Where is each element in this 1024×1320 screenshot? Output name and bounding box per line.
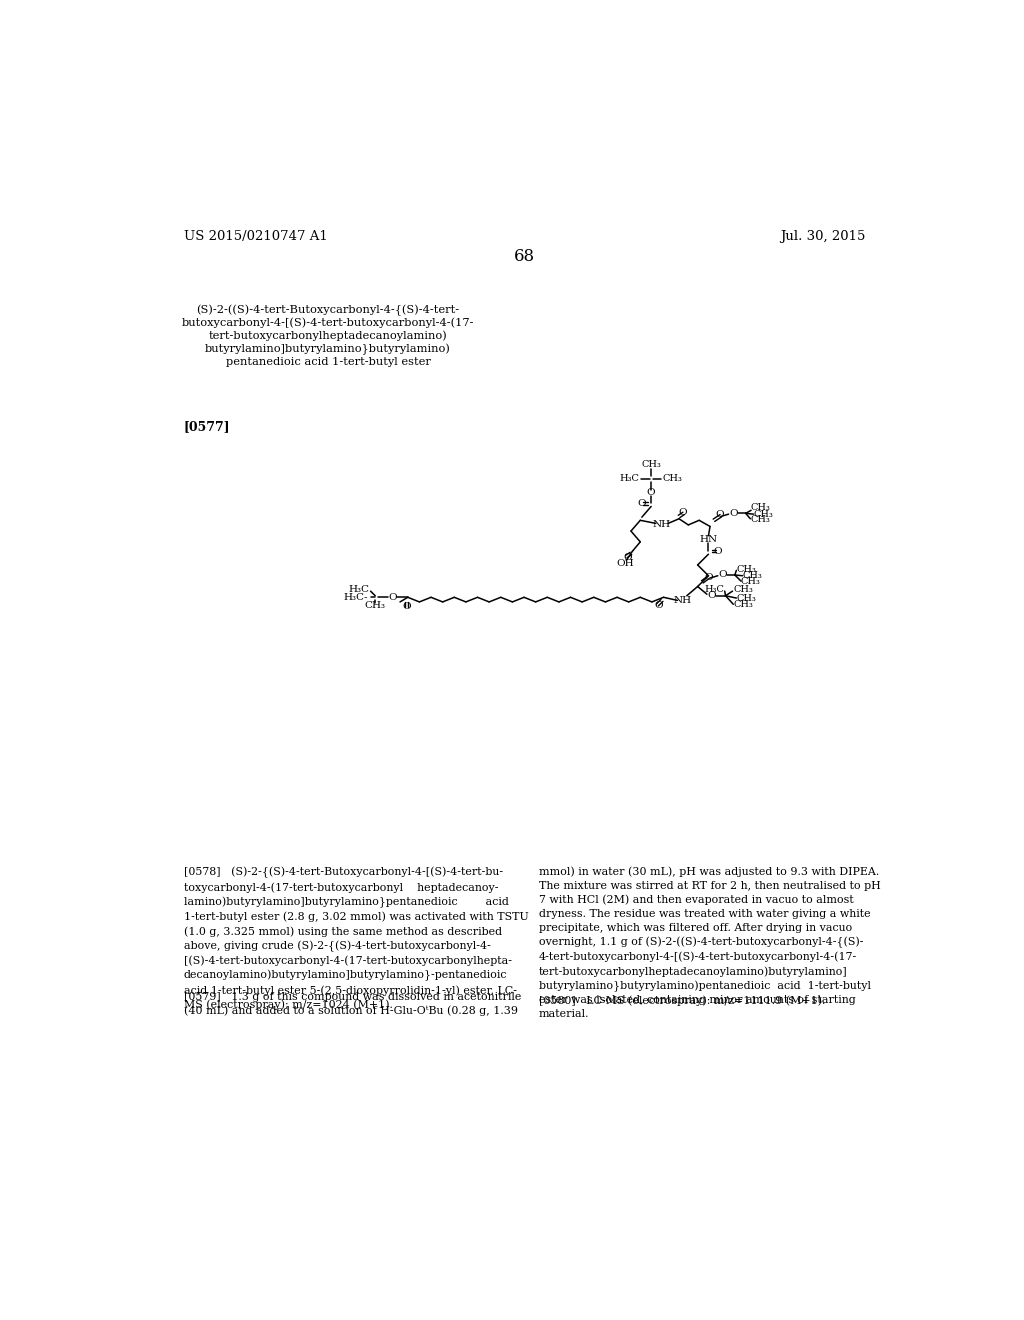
Text: O: O bbox=[638, 499, 646, 508]
Text: O: O bbox=[718, 570, 727, 579]
Text: CH₃: CH₃ bbox=[742, 572, 763, 581]
Text: OH: OH bbox=[616, 558, 634, 568]
Text: CH₃: CH₃ bbox=[740, 577, 760, 586]
Text: CH₃: CH₃ bbox=[365, 601, 386, 610]
Text: tert-butoxycarbonylheptadecanoylamino): tert-butoxycarbonylheptadecanoylamino) bbox=[209, 331, 447, 342]
Text: [0579]   1.3 g of this compound was dissolved in acetonitrile
(40 mL) and added : [0579] 1.3 g of this compound was dissol… bbox=[183, 991, 521, 1016]
Text: CH₃: CH₃ bbox=[733, 599, 753, 609]
Text: H₃C: H₃C bbox=[620, 474, 640, 483]
Text: O: O bbox=[729, 510, 737, 517]
Text: CH₃: CH₃ bbox=[736, 594, 757, 602]
Text: CH₃: CH₃ bbox=[663, 474, 683, 483]
Text: mmol) in water (30 mL), pH was adjusted to 9.3 with DIPEA.
The mixture was stirr: mmol) in water (30 mL), pH was adjusted … bbox=[539, 867, 881, 1019]
Text: butoxycarbonyl-4-[(S)-4-tert-butoxycarbonyl-4-(17-: butoxycarbonyl-4-[(S)-4-tert-butoxycarbo… bbox=[181, 318, 474, 329]
Text: [0577]: [0577] bbox=[183, 420, 230, 433]
Text: NH: NH bbox=[673, 595, 691, 605]
Text: CH₃: CH₃ bbox=[733, 585, 753, 594]
Text: O: O bbox=[714, 546, 722, 556]
Text: O: O bbox=[708, 591, 716, 601]
Text: H₃C-: H₃C- bbox=[343, 593, 368, 602]
Text: H₃C: H₃C bbox=[348, 585, 369, 594]
Text: HN: HN bbox=[699, 535, 718, 544]
Text: Jul. 30, 2015: Jul. 30, 2015 bbox=[780, 230, 866, 243]
Text: O: O bbox=[401, 602, 411, 611]
Text: [0580]   LC-MS (electrospray): m/z=1111.9 (M+1).: [0580] LC-MS (electrospray): m/z=1111.9 … bbox=[539, 995, 825, 1006]
Text: O: O bbox=[647, 488, 655, 498]
Text: O: O bbox=[624, 553, 632, 562]
Text: CH₃: CH₃ bbox=[754, 510, 773, 519]
Text: 68: 68 bbox=[514, 248, 536, 265]
Text: O: O bbox=[705, 573, 713, 582]
Text: O: O bbox=[388, 593, 396, 602]
Text: O: O bbox=[679, 508, 687, 517]
Text: (S)-2-((S)-4-tert-Butoxycarbonyl-4-{(S)-4-tert-: (S)-2-((S)-4-tert-Butoxycarbonyl-4-{(S)-… bbox=[197, 305, 460, 315]
Text: H₃C: H₃C bbox=[705, 585, 724, 594]
Text: CH₃: CH₃ bbox=[641, 461, 662, 470]
Text: CH₃: CH₃ bbox=[751, 515, 770, 524]
Text: pentanedioic acid 1-tert-butyl ester: pentanedioic acid 1-tert-butyl ester bbox=[225, 358, 430, 367]
Text: NH: NH bbox=[652, 520, 671, 528]
Text: O: O bbox=[654, 601, 664, 610]
Text: US 2015/0210747 A1: US 2015/0210747 A1 bbox=[183, 230, 328, 243]
Text: butyrylamino]butyrylamino}butyrylamino): butyrylamino]butyrylamino}butyrylamino) bbox=[205, 345, 451, 355]
Text: CH₃: CH₃ bbox=[736, 565, 757, 574]
Text: CH₃: CH₃ bbox=[751, 503, 770, 512]
Text: O: O bbox=[715, 510, 724, 519]
Text: [0578]   (S)-2-{(S)-4-tert-Butoxycarbonyl-4-[(S)-4-tert-bu-
toxycarbonyl-4-(17-t: [0578] (S)-2-{(S)-4-tert-Butoxycarbonyl-… bbox=[183, 867, 528, 1010]
